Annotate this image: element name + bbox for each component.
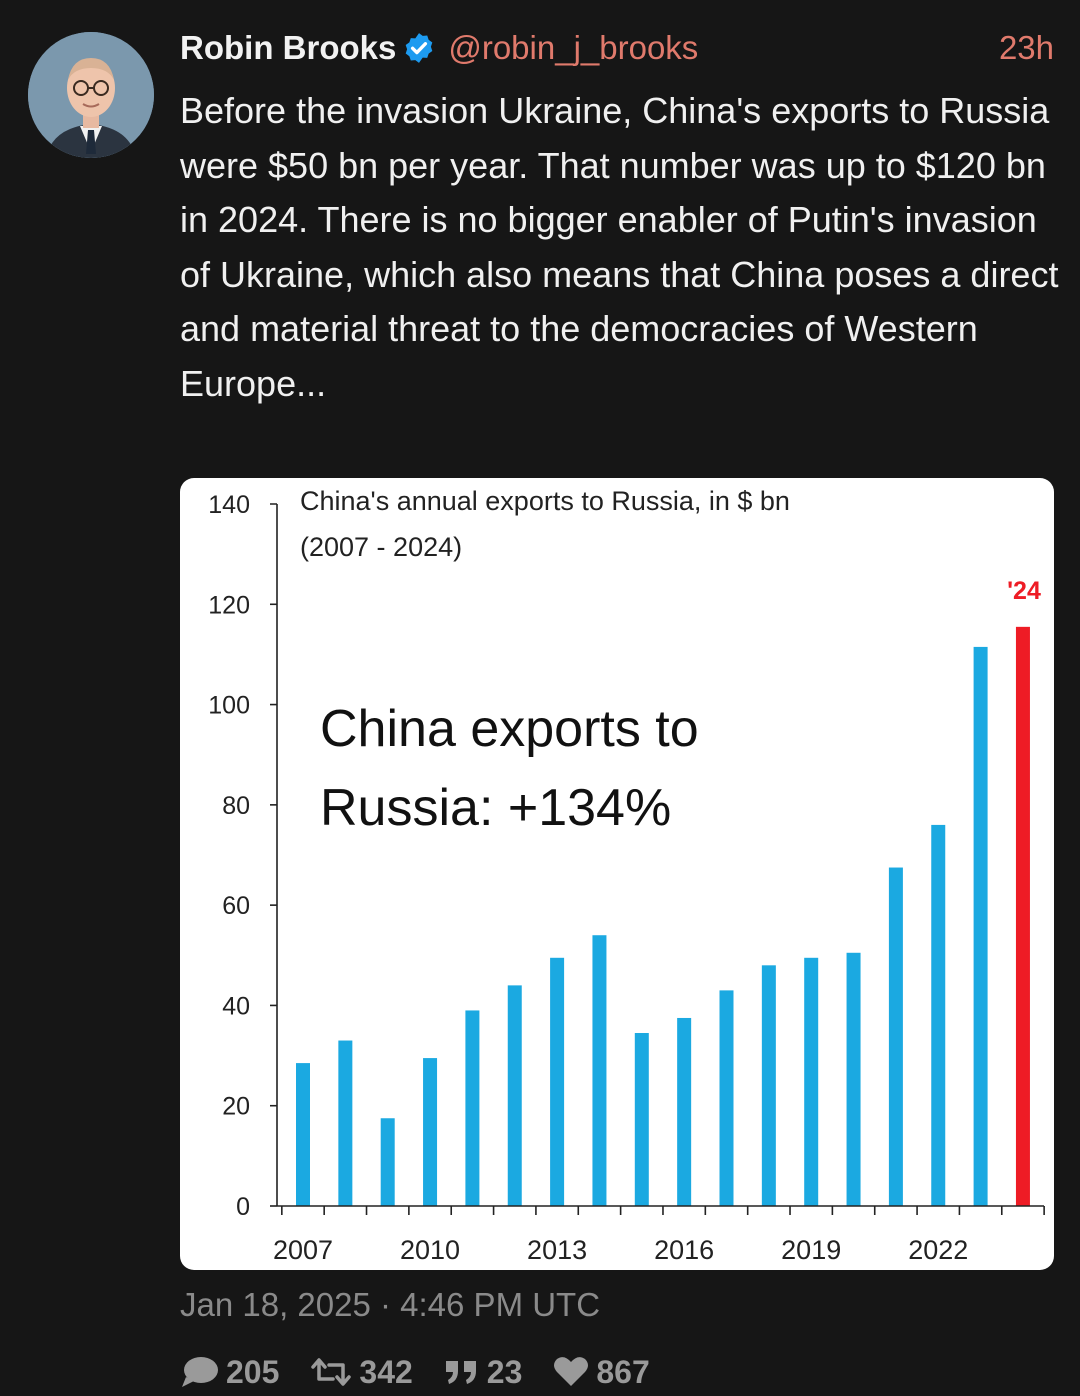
chart-annotation-line-1: China exports to [320,700,699,758]
bar-2007 [296,1063,310,1206]
time-ago[interactable]: 23h [999,29,1054,67]
bar-2016 [677,1018,691,1206]
retweet-button[interactable]: 342 [309,1354,412,1391]
chart-subtitle: (2007 - 2024) [300,532,462,562]
like-count: 867 [596,1354,649,1391]
reply-count: 205 [226,1354,279,1391]
bar-2014 [592,935,606,1206]
x-tick-label: 2022 [908,1235,968,1265]
tweet-timestamp[interactable]: Jan 18, 2025 · 4:46 PM UTC [180,1286,600,1324]
y-tick-label: 100 [208,692,250,720]
chart-annotation-line-2: Russia: +134% [320,779,671,837]
y-tick-label: 40 [222,992,250,1020]
avatar-photo-icon [28,32,154,158]
bar-2011 [465,1010,479,1206]
bar-2013 [550,958,564,1206]
tweet-text: Before the invasion Ukraine, China's exp… [180,84,1060,411]
y-tick-label: 80 [222,792,250,820]
x-tick-label: 2016 [654,1235,714,1265]
verified-badge-icon [402,31,436,65]
quote-count: 23 [487,1354,523,1391]
x-tick-label: 2010 [400,1235,460,1265]
tweet-header: Robin Brooks @robin_j_brooks 23h [180,26,1054,70]
bar-2021 [889,868,903,1206]
heart-icon [552,1355,590,1389]
reply-bubble-icon [180,1355,220,1389]
bar-2023 [974,647,988,1206]
reply-button[interactable]: 205 [180,1354,279,1391]
y-tick-label: 0 [236,1193,250,1221]
retweet-icon [309,1355,353,1389]
author-handle[interactable]: @robin_j_brooks [448,29,698,67]
tweet-stats: 205 342 23 867 [180,1348,680,1396]
bar-2017 [720,990,734,1206]
bar-chart: 0 20 40 60 80 100 120 140 2007 2010 2013 2016 2019 2… [180,478,1054,1270]
author-name[interactable]: Robin Brooks [180,29,396,67]
y-tick-label: 120 [208,591,250,619]
y-tick-label: 60 [222,892,250,920]
bar-2010 [423,1058,437,1206]
bar-2015 [635,1033,649,1206]
avatar[interactable] [28,32,154,158]
x-tick-label: 2013 [527,1235,587,1265]
x-tick-label: 2007 [273,1235,333,1265]
like-button[interactable]: 867 [552,1354,649,1391]
bar-2012 [508,985,522,1206]
retweet-count: 342 [359,1354,412,1391]
chart-title: China's annual exports to Russia, in $ b… [300,486,790,516]
bar-2024 [1016,627,1030,1206]
chart-image[interactable]: 0 20 40 60 80 100 120 140 2007 2010 2013 2016 2019 2… [180,478,1054,1270]
bar-2019 [804,958,818,1206]
bar-2020 [847,953,861,1206]
y-tick-label: 140 [208,491,250,519]
bar-2022 [931,825,945,1206]
bar-2009 [381,1118,395,1206]
bar-2018 [762,965,776,1206]
quote-button[interactable]: 23 [443,1354,523,1391]
x-tick-label: 2019 [781,1235,841,1265]
highlight-label: '24 [1007,577,1041,605]
bar-2008 [338,1041,352,1206]
y-tick-label: 20 [222,1093,250,1121]
quote-icon [443,1355,481,1389]
